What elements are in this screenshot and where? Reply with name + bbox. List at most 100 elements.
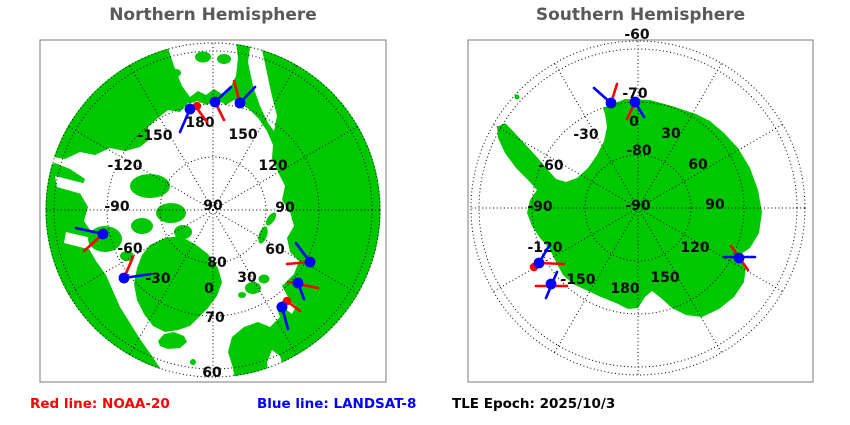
graticule-meridian	[212, 209, 358, 294]
graticule-label: 180	[610, 281, 639, 297]
graticule-label: 90	[705, 197, 725, 213]
graticule-meridian	[68, 126, 214, 211]
graticule-label: 80	[207, 255, 227, 271]
graticule-meridian	[637, 207, 722, 353]
graticule-meridian	[212, 65, 297, 211]
north-graticule-labels: 1801501209060300-30-60-90-120-1509080706…	[104, 115, 295, 381]
sea-siberian-channel	[248, 42, 277, 131]
graticule-label: 30	[661, 126, 681, 142]
island-archipelago-3	[174, 225, 192, 239]
graticule-meridian	[554, 63, 639, 209]
satellite-position-dot	[97, 228, 109, 240]
south-map: -60 -70 0 -80 -90 -30 30 -60 60 -90 90 -120 120 -150 1…	[467, 27, 814, 383]
satellite-position-dot	[234, 97, 246, 109]
legend-landsat8: Blue line: LANDSAT-8	[257, 396, 417, 412]
graticule-label: 60	[265, 242, 285, 258]
island-novaya-zemlya-1	[258, 226, 268, 244]
graticule-meridian	[637, 207, 783, 292]
satellite-position-dot	[545, 278, 557, 290]
sea-channel-fjord1	[55, 176, 122, 197]
graticule-meridian	[129, 65, 214, 211]
sea-polar-inlet	[163, 42, 238, 97]
island-svalbard-3	[238, 292, 246, 298]
graticule-label: 30	[237, 270, 257, 286]
island-top-small	[171, 69, 181, 77]
landmass-antarctica	[497, 99, 762, 317]
island-archipelago-1	[156, 203, 186, 223]
island-wrangel	[195, 51, 211, 63]
graticule-label: -150	[560, 272, 595, 288]
satellite-position-dot	[118, 272, 130, 284]
graticule-label: 0	[629, 114, 639, 130]
graticule-label: -70	[622, 86, 648, 102]
satellite-position-dot	[304, 256, 316, 268]
island-banks-victoria	[130, 174, 170, 198]
island-archipelago-2	[131, 218, 153, 234]
island-faroe	[190, 359, 196, 365]
graticule-meridian	[554, 207, 639, 353]
graticule-label: 70	[205, 310, 225, 326]
island-baffin-tip	[120, 251, 134, 261]
graticule-label: -120	[107, 158, 142, 174]
graticule-circle	[106, 103, 320, 317]
tle-epoch-label: TLE Epoch: 2025/10/3	[452, 396, 616, 412]
island-svalbard-2	[258, 274, 270, 284]
satellite-position-dot	[733, 252, 745, 264]
graticule-label: 60	[688, 157, 708, 173]
graticule-meridian	[68, 209, 214, 294]
south-satellite-markers	[529, 82, 757, 300]
graticule-label: 150	[228, 127, 257, 143]
graticule-label: -90	[104, 199, 130, 215]
graticule-label: 60	[202, 365, 222, 381]
satellite-position-dot	[605, 97, 617, 109]
graticule-meridian	[212, 126, 358, 211]
graticule-circle	[584, 154, 692, 262]
graticule-label: 150	[650, 270, 679, 286]
graticule-meridian	[212, 209, 297, 355]
satellite-position-dot	[184, 103, 196, 115]
satellite-position-dot	[276, 301, 288, 313]
graticule-meridian	[637, 63, 722, 209]
graticule-label: 90	[203, 198, 223, 214]
south-graticule-labels: -60 -70 0 -80 -90 -30 30 -60 60 -90 90 -120 120 -150 1…	[527, 27, 725, 297]
graticule-label: 180	[185, 115, 214, 131]
graticule-label: -90	[625, 198, 651, 214]
north-map-title: Northern Hemisphere	[109, 5, 317, 25]
south-landmass-group	[497, 94, 762, 317]
legend-noaa20: Red line: NOAA-20	[30, 396, 170, 412]
landmass-greenland	[134, 236, 222, 332]
graticule-meridian	[129, 209, 214, 355]
graticule-label: -60	[624, 27, 650, 43]
north-graticule	[45, 42, 381, 378]
graticule-label: 0	[204, 281, 214, 297]
graticule-circle	[531, 101, 745, 315]
graticule-label: 120	[258, 158, 287, 174]
graticule-meridian	[493, 124, 639, 209]
island-svalbard-1	[245, 282, 261, 294]
north-map-border	[39, 39, 387, 383]
graticule-label: -120	[527, 240, 562, 256]
graticule-circle	[470, 40, 806, 376]
satellite-position-dot	[209, 96, 221, 108]
satellite-position-dot	[629, 96, 641, 108]
satellite-position-dot	[292, 277, 304, 289]
graticule-label: 90	[275, 200, 295, 216]
graticule-label: -60	[538, 158, 564, 174]
north-map: 1801501209060300-30-60-90-120-1509080706…	[39, 39, 387, 383]
graticule-label: -150	[137, 128, 172, 144]
island-south-orkney	[514, 94, 520, 100]
south-map-border	[467, 39, 814, 383]
graticule-circle	[45, 42, 381, 378]
satellite-position-dot	[533, 257, 545, 269]
graticule-label: -60	[117, 241, 143, 257]
graticule-label: -90	[527, 199, 553, 215]
graticule-circle	[159, 156, 267, 264]
island-new-siberian	[217, 54, 231, 64]
graticule-label: 120	[680, 240, 709, 256]
graticule-label: -80	[626, 143, 652, 159]
island-iceland	[158, 332, 187, 349]
island-novaya-zemlya-2	[265, 212, 277, 226]
landmass-eurasia	[150, 42, 381, 378]
